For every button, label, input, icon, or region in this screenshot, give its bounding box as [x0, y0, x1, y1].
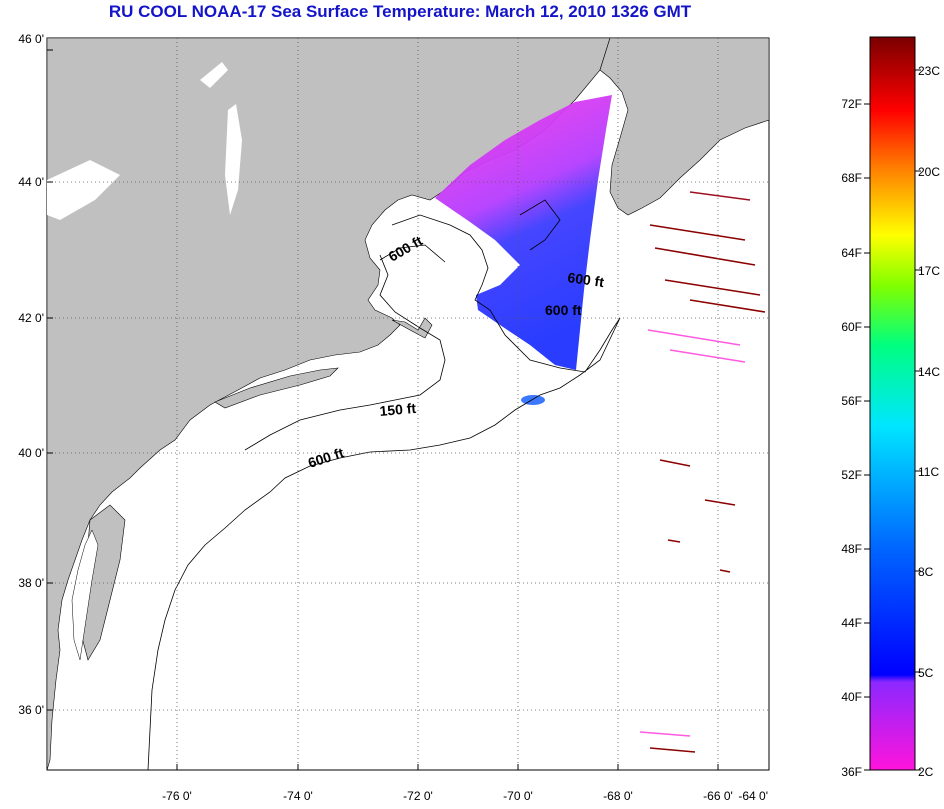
- colorbar-f-68: 68F: [841, 171, 862, 185]
- sst-streaks: [639, 191, 766, 753]
- lat-label-44: 44 0': [18, 175, 44, 189]
- canada-landmass: [599, 38, 769, 216]
- colorbar-f-56: 56F: [841, 394, 862, 408]
- colorbar-c-5: 5C: [918, 666, 934, 680]
- cape-cod: [391, 317, 433, 339]
- lon-label-64: -64 0': [738, 789, 768, 803]
- lat-label-46: 46 0': [18, 32, 44, 46]
- colorbar-c-14: 14C: [918, 365, 940, 379]
- contour-label-600ft-east: 600 ft: [567, 269, 606, 290]
- lat-label-42: 42 0': [18, 311, 44, 325]
- colorbar: [869, 36, 916, 771]
- lon-label-66: -66 0': [703, 789, 733, 803]
- contour-label-150ft: 150 ft: [379, 400, 417, 419]
- lon-label-70: -70 0': [503, 789, 533, 803]
- colorbar-f-60: 60F: [841, 320, 862, 334]
- colorbar-f-48: 48F: [841, 542, 862, 556]
- colorbar-f-44: 44F: [841, 616, 862, 630]
- contour-label-600ft-channel: 600 ft: [545, 302, 582, 318]
- colorbar-c-17: 17C: [918, 264, 940, 278]
- colorbar-f-72: 72F: [841, 97, 862, 111]
- lat-label-38: 38 0': [18, 576, 44, 590]
- lon-label-72: -72 0': [403, 789, 433, 803]
- map-title: RU COOL NOAA-17 Sea Surface Temperature:…: [108, 2, 692, 21]
- colorbar-c-11: 11C: [918, 465, 939, 479]
- long-island: [214, 367, 339, 409]
- lon-label-76: -76 0': [162, 789, 192, 803]
- colorbar-c-2: 2C: [918, 765, 934, 779]
- colorbar-c-8: 8C: [918, 565, 934, 579]
- sst-swath: [435, 95, 612, 370]
- lat-label-36: 36 0': [18, 703, 44, 717]
- graticule: [47, 38, 769, 770]
- lon-label-68: -68 0': [603, 789, 633, 803]
- lon-label-74: -74 0': [283, 789, 313, 803]
- depth-contours: [147, 199, 621, 770]
- colorbar-f-36: 36F: [841, 765, 862, 779]
- colorbar-f-40: 40F: [841, 690, 862, 704]
- colorbar-c-20: 20C: [918, 165, 940, 179]
- colorbar-c-23: 23C: [918, 64, 940, 78]
- colorbar-f-64: 64F: [841, 246, 862, 260]
- colorbar-f-52: 52F: [841, 468, 862, 482]
- lat-label-40: 40 0': [18, 446, 44, 460]
